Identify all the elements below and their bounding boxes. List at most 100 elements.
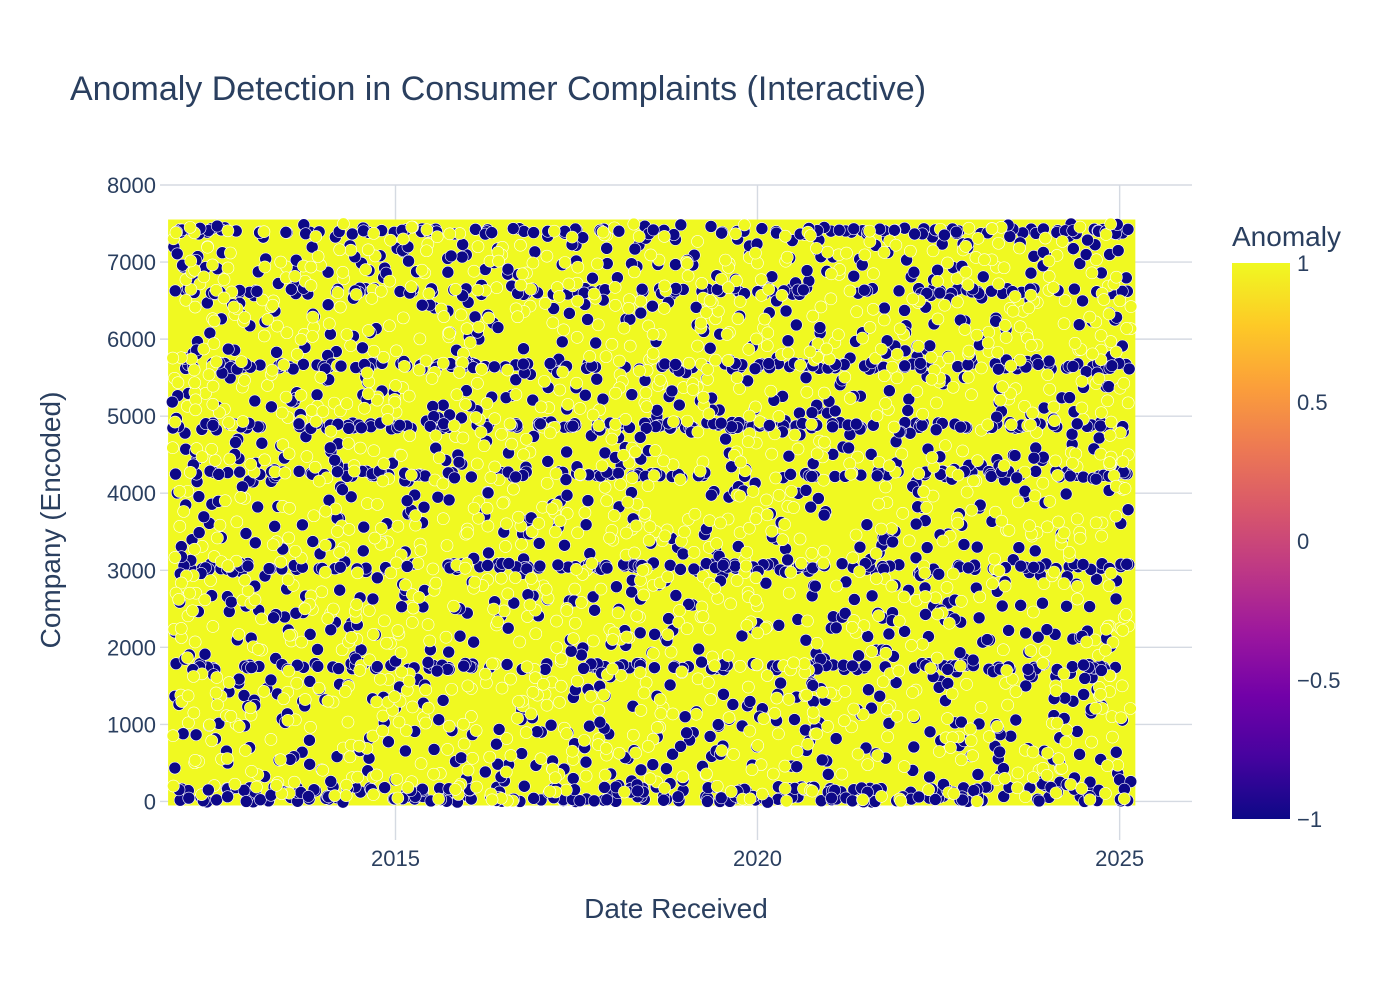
scatter-point[interactable]: [334, 359, 348, 373]
scatter-point[interactable]: [573, 794, 587, 807]
scatter-point[interactable]: [366, 592, 380, 606]
scatter-point[interactable]: [396, 311, 410, 325]
scatter-point[interactable]: [302, 790, 315, 803]
scatter-point[interactable]: [1103, 456, 1116, 469]
scatter-point[interactable]: [980, 633, 994, 646]
scatter-point[interactable]: [453, 366, 466, 379]
scatter-point[interactable]: [494, 571, 508, 585]
scatter-point[interactable]: [710, 779, 724, 793]
scatter-point[interactable]: [455, 411, 468, 425]
scatter-point[interactable]: [450, 388, 464, 402]
scatter-point[interactable]: [701, 676, 715, 689]
scatter-point[interactable]: [742, 435, 755, 449]
scatter-point[interactable]: [173, 485, 186, 498]
scatter-point[interactable]: [1013, 241, 1026, 255]
scatter-point[interactable]: [405, 468, 418, 482]
scatter-point[interactable]: [1047, 281, 1060, 294]
scatter-point[interactable]: [395, 600, 408, 614]
scatter-point[interactable]: [343, 750, 357, 764]
scatter-point[interactable]: [761, 326, 775, 340]
scatter-point[interactable]: [892, 664, 906, 678]
scatter-point[interactable]: [1028, 544, 1042, 558]
scatter-point[interactable]: [824, 292, 838, 306]
scatter-point[interactable]: [742, 343, 756, 356]
scatter-point[interactable]: [239, 744, 252, 757]
scatter-point[interactable]: [1103, 429, 1117, 442]
scatter-point[interactable]: [848, 593, 861, 606]
scatter-point[interactable]: [367, 628, 380, 641]
scatter-point[interactable]: [923, 339, 937, 353]
scatter-point[interactable]: [1024, 266, 1038, 280]
scatter-point[interactable]: [258, 260, 272, 274]
scatter-point[interactable]: [772, 727, 785, 741]
scatter-point[interactable]: [264, 733, 278, 746]
scatter-point[interactable]: [828, 404, 842, 418]
scatter-point[interactable]: [1002, 524, 1016, 537]
scatter-point[interactable]: [1006, 304, 1020, 318]
scatter-point[interactable]: [989, 505, 1002, 519]
scatter-point[interactable]: [543, 785, 557, 798]
scatter-point[interactable]: [861, 630, 875, 643]
scatter-point[interactable]: [838, 607, 852, 620]
scatter-point[interactable]: [482, 311, 496, 325]
scatter-point[interactable]: [545, 502, 559, 515]
scatter-point[interactable]: [785, 485, 798, 498]
scatter-point[interactable]: [479, 765, 492, 779]
scatter-point[interactable]: [1077, 688, 1090, 701]
scatter-point[interactable]: [869, 547, 883, 560]
scatter-point[interactable]: [491, 615, 505, 629]
scatter-point[interactable]: [540, 476, 554, 490]
scatter-point[interactable]: [778, 782, 792, 795]
scatter-point[interactable]: [433, 451, 446, 465]
scatter-point[interactable]: [571, 294, 585, 308]
scatter-point[interactable]: [818, 435, 831, 449]
scatter-point[interactable]: [204, 574, 217, 587]
scatter-point[interactable]: [466, 752, 479, 765]
scatter-point[interactable]: [733, 489, 747, 503]
scatter-point[interactable]: [322, 317, 336, 331]
scatter-point[interactable]: [803, 345, 817, 359]
scatter-point[interactable]: [188, 754, 202, 767]
scatter-point[interactable]: [609, 386, 622, 400]
scatter-point[interactable]: [468, 575, 482, 589]
scatter-point[interactable]: [962, 561, 975, 575]
scatter-point[interactable]: [821, 720, 834, 733]
scatter-point[interactable]: [633, 626, 647, 640]
scatter-point[interactable]: [869, 352, 882, 365]
scatter-point[interactable]: [832, 328, 845, 342]
scatter-point[interactable]: [1052, 515, 1065, 529]
scatter-point[interactable]: [853, 540, 867, 554]
scatter-point[interactable]: [262, 562, 276, 575]
scatter-point[interactable]: [631, 784, 644, 798]
scatter-point[interactable]: [331, 525, 344, 538]
scatter-point[interactable]: [187, 363, 201, 377]
scatter-point[interactable]: [514, 278, 528, 292]
scatter-point[interactable]: [830, 579, 843, 593]
scatter-point[interactable]: [579, 755, 593, 769]
scatter-point[interactable]: [646, 299, 659, 313]
scatter-point[interactable]: [532, 517, 545, 530]
scatter-point[interactable]: [183, 586, 196, 600]
scatter-point[interactable]: [1092, 431, 1106, 445]
scatter-point[interactable]: [1060, 599, 1073, 613]
scatter-point[interactable]: [181, 651, 194, 665]
scatter-point[interactable]: [1029, 465, 1042, 478]
scatter-point[interactable]: [1119, 608, 1133, 621]
scatter-point[interactable]: [1023, 519, 1036, 533]
scatter-point[interactable]: [686, 383, 700, 396]
scatter-point[interactable]: [1042, 354, 1056, 368]
scatter-point[interactable]: [553, 696, 566, 709]
scatter-point[interactable]: [351, 770, 364, 784]
scatter-point[interactable]: [772, 619, 786, 632]
scatter-point[interactable]: [634, 306, 648, 320]
scatter-point[interactable]: [793, 532, 807, 546]
scatter-point[interactable]: [703, 294, 717, 307]
scatter-point[interactable]: [772, 489, 786, 502]
scatter-point[interactable]: [972, 611, 986, 625]
scatter-point[interactable]: [1042, 270, 1056, 283]
scatter-point[interactable]: [859, 659, 872, 673]
scatter-point[interactable]: [307, 509, 321, 523]
scatter-point[interactable]: [1120, 557, 1134, 571]
scatter-point[interactable]: [674, 563, 687, 576]
scatter-point[interactable]: [281, 573, 295, 587]
